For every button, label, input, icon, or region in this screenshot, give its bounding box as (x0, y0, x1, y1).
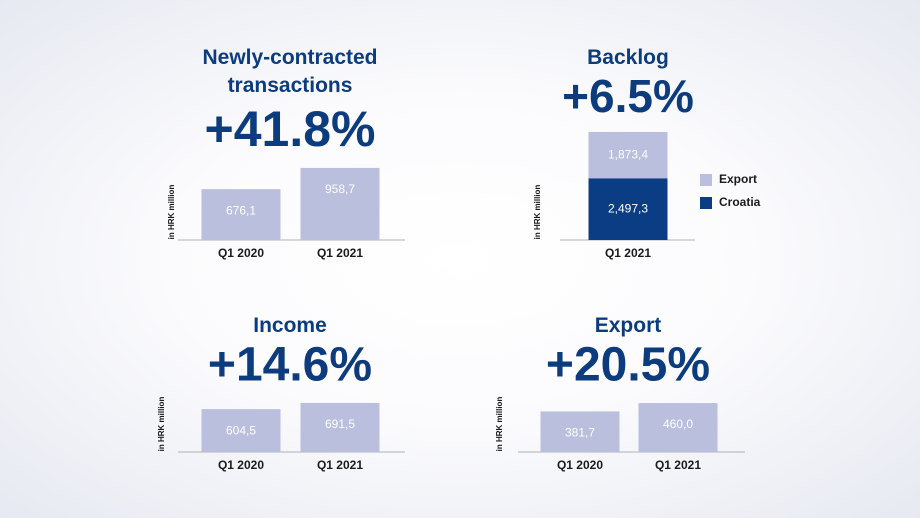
bar (201, 189, 281, 240)
chart-title: Income (253, 314, 327, 337)
bar-segment (588, 178, 668, 240)
bar (300, 167, 380, 240)
bar (201, 409, 281, 452)
value-label: 1,873,4 (608, 147, 648, 161)
chart-title: Newly-contracted transactions (202, 46, 378, 97)
x-tick-label: Q1 2020 (557, 458, 603, 472)
y-axis-label: in HRK million (533, 185, 542, 240)
chart-subtitle: +14.6% (208, 339, 372, 392)
x-tick-label: Q1 2021 (317, 246, 363, 260)
chart-title: Backlog (587, 46, 669, 69)
value-label: 958,7 (325, 182, 355, 196)
chart-subtitle: +6.5% (562, 70, 694, 122)
chart-title-box: Backlog (587, 46, 669, 69)
legend-label: Export (719, 172, 757, 186)
chart-title: Export (594, 314, 662, 337)
value-label: 381,7 (565, 426, 595, 440)
y-axis-label: in HRK million (157, 397, 166, 452)
y-axis-label: in HRK million (495, 397, 504, 452)
bar (300, 402, 380, 452)
value-label: 604,5 (226, 423, 256, 437)
x-tick-label: Q1 2020 (218, 246, 264, 260)
x-tick-label: Q1 2021 (655, 458, 701, 472)
legend-swatch (700, 197, 712, 209)
x-tick-label: Q1 2021 (605, 246, 651, 260)
chart-subtitle: +20.5% (546, 339, 710, 392)
x-tick-label: Q1 2020 (218, 458, 264, 472)
chart-subtitle: +41.8% (205, 101, 376, 157)
legend-label: Croatia (719, 195, 761, 209)
x-tick-label: Q1 2021 (317, 458, 363, 472)
value-label: 460,0 (663, 417, 693, 431)
legend-swatch (700, 174, 712, 186)
bar (540, 411, 620, 452)
bar-segment (588, 131, 668, 179)
value-label: 676,1 (226, 203, 256, 217)
y-axis-label: in HRK million (167, 185, 176, 240)
chart-title-box: Newly-contracted transactions (202, 46, 378, 97)
value-label: 691,5 (325, 417, 355, 431)
bar (638, 403, 718, 452)
chart-title-box: Income (253, 314, 327, 337)
value-label: 2,497,3 (608, 201, 648, 215)
chart-title-box: Export (594, 314, 662, 337)
